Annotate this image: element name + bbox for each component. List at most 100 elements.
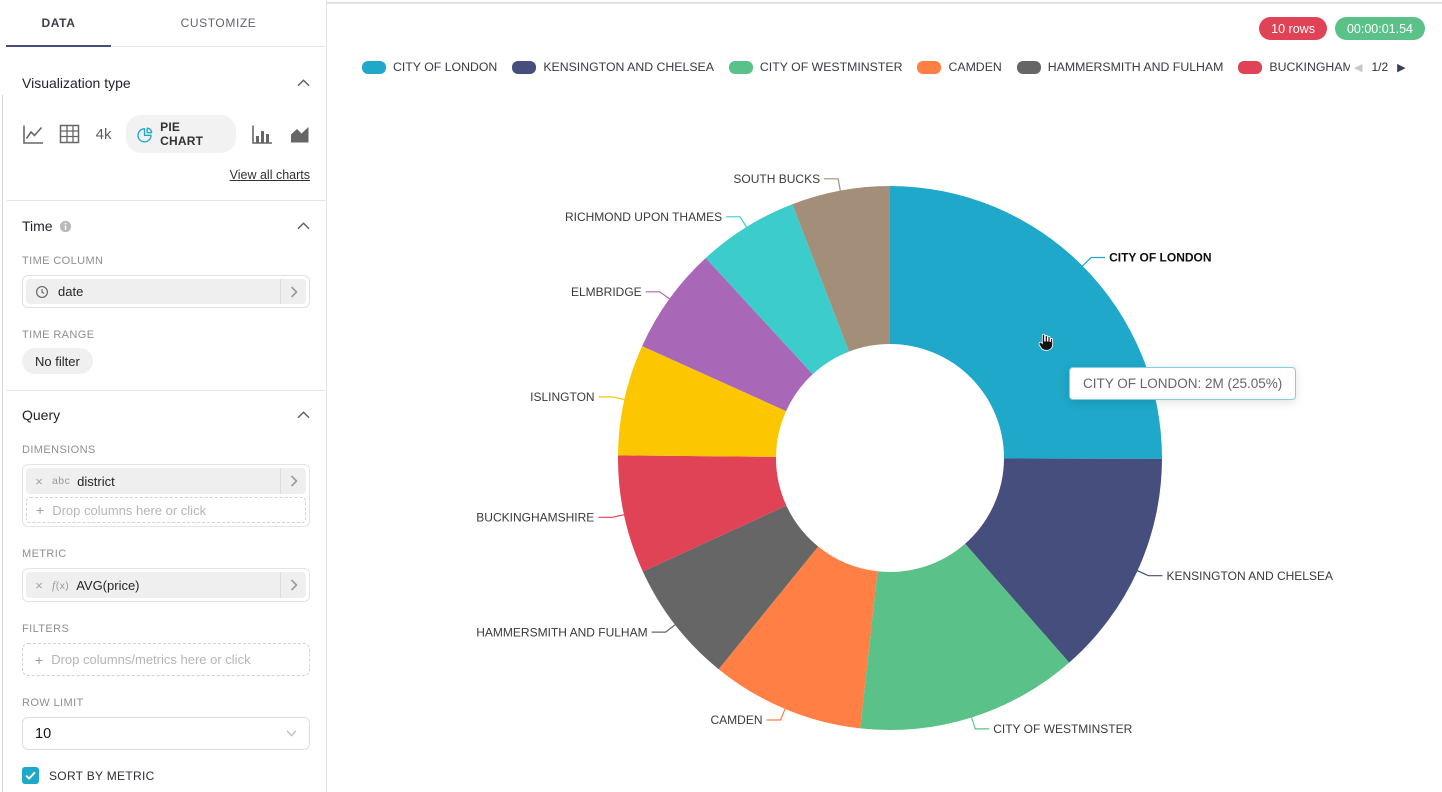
legend-swatch bbox=[362, 60, 386, 74]
legend-item-hammersmith-and-fulham[interactable]: HAMMERSMITH AND FULHAM bbox=[1016, 60, 1223, 74]
section-divider bbox=[6, 390, 326, 391]
selected-viz-label: PIE CHART bbox=[160, 120, 204, 148]
cursor-hand-icon bbox=[1038, 333, 1053, 351]
chevron-up-icon[interactable] bbox=[297, 411, 310, 419]
pie-slice-label: HAMMERSMITH AND FULHAM bbox=[476, 625, 647, 639]
metric-pill-avg-price[interactable]: × f(x) AVG(price) bbox=[26, 572, 306, 598]
dimension-value: district bbox=[77, 473, 115, 489]
time-range-value-pill[interactable]: No filter bbox=[22, 348, 93, 374]
legend-next-page-icon[interactable]: ▶ bbox=[1397, 60, 1406, 74]
info-icon[interactable] bbox=[59, 220, 72, 233]
query-section-title: Query bbox=[22, 407, 61, 423]
query-timer-badge: 00:00:01.54 bbox=[1334, 17, 1425, 40]
pie-label-line bbox=[766, 707, 787, 721]
legend-label: CAMDEN bbox=[948, 60, 1002, 74]
pie-slice-label: RICHMOND UPON THAMES bbox=[565, 210, 722, 224]
pie-slice-city-of-london[interactable] bbox=[890, 186, 1163, 459]
dimensions-placeholder: Drop columns here or click bbox=[52, 502, 207, 518]
metric-control: × f(x) AVG(price) bbox=[22, 568, 310, 602]
close-icon[interactable]: × bbox=[35, 473, 43, 489]
sort-by-metric-label: SORT BY METRIC bbox=[49, 768, 155, 783]
pie-slice-south-bucks[interactable] bbox=[792, 186, 890, 352]
legend-label: CITY OF WESTMINSTER bbox=[759, 60, 903, 74]
dimensions-control: × abc district + Drop columns here or cl… bbox=[22, 464, 310, 527]
plus-icon: + bbox=[36, 502, 45, 518]
table-icon[interactable] bbox=[59, 124, 81, 145]
query-status-badges: 10 rows 00:00:01.54 bbox=[1259, 17, 1425, 40]
dimensions-label: DIMENSIONS bbox=[22, 444, 96, 456]
metric-label: METRIC bbox=[22, 548, 67, 560]
big-number-icon[interactable]: 4k bbox=[95, 125, 112, 143]
chevron-down-icon bbox=[286, 730, 297, 737]
chart-tooltip: CITY OF LONDON: 2M (25.05%) bbox=[1069, 367, 1297, 400]
sort-by-metric-checkbox[interactable] bbox=[22, 767, 39, 784]
chevron-right-icon[interactable] bbox=[280, 468, 306, 494]
legend-item-city-of-westminster[interactable]: CITY OF WESTMINSTER bbox=[728, 60, 903, 74]
pie-slice-camden[interactable] bbox=[718, 546, 878, 729]
column-type-abc: abc bbox=[52, 475, 71, 487]
legend-item-city-of-london[interactable]: CITY OF LONDON bbox=[362, 60, 497, 74]
pie-slice-label: ELMBRIDGE bbox=[571, 285, 642, 299]
pie-slice-buckinghamshire[interactable] bbox=[617, 455, 787, 572]
row-limit-select[interactable]: 10 bbox=[22, 717, 310, 750]
legend-label: KENSINGTON AND CHELSEA bbox=[543, 60, 714, 74]
dimension-pill-district[interactable]: × abc district bbox=[26, 468, 306, 494]
pie-slice-label: CITY OF LONDON bbox=[1109, 251, 1211, 265]
row-limit-label: ROW LIMIT bbox=[22, 697, 84, 709]
legend-label: BUCKINGHAMSHIRE bbox=[1269, 60, 1350, 74]
pie-slice-city-of-westminster[interactable] bbox=[860, 543, 1070, 731]
control-tabs: DATA CUSTOMIZE bbox=[6, 0, 326, 47]
legend-item-kensington-and-chelsea[interactable]: KENSINGTON AND CHELSEA bbox=[512, 60, 714, 74]
pie-slice-label: CITY OF WESTMINSTER bbox=[993, 722, 1132, 736]
pie-slice-islington[interactable] bbox=[618, 346, 787, 457]
pie-label-line bbox=[598, 396, 626, 401]
collapsed-panel-divider[interactable] bbox=[2, 95, 3, 792]
pie-slice-hammersmith-and-fulham[interactable] bbox=[642, 505, 819, 670]
pie-label-line bbox=[1081, 256, 1106, 268]
time-range-label: TIME RANGE bbox=[22, 329, 95, 341]
legend-swatch bbox=[728, 60, 753, 74]
pie-label-line bbox=[645, 291, 671, 300]
legend-label: CITY OF LONDON bbox=[393, 60, 498, 74]
viz-type-options: 4k PIE CHART bbox=[22, 115, 310, 153]
function-type-icon: f(x) bbox=[52, 577, 70, 592]
legend-swatch bbox=[1016, 60, 1041, 74]
view-all-charts-link[interactable]: View all charts bbox=[229, 168, 310, 182]
time-column-value: date bbox=[58, 284, 84, 299]
line-chart-icon[interactable] bbox=[22, 124, 44, 145]
pie-slice-label: BUCKINGHAMSHIRE bbox=[476, 511, 594, 525]
chevron-right-icon[interactable] bbox=[280, 279, 306, 304]
filters-drop-zone[interactable]: + Drop columns/metrics here or click bbox=[22, 643, 310, 676]
pie-slice-richmond-upon-thames[interactable] bbox=[705, 204, 849, 375]
legend-prev-page-icon[interactable]: ◀ bbox=[1354, 60, 1363, 74]
section-divider bbox=[6, 200, 326, 201]
area-chart-icon[interactable] bbox=[288, 124, 310, 145]
bar-chart-icon[interactable] bbox=[251, 124, 273, 145]
legend-page-indicator: 1/2 bbox=[1371, 60, 1389, 74]
legend-swatch bbox=[512, 60, 537, 74]
pie-chart-icon bbox=[137, 126, 153, 143]
pie-slice-elmbridge[interactable] bbox=[642, 258, 813, 412]
visualization-type-title: Visualization type bbox=[22, 75, 131, 91]
legend-item-buckinghamshire[interactable]: BUCKINGHAMSHIRE bbox=[1238, 60, 1350, 74]
sort-by-metric-control[interactable]: SORT BY METRIC bbox=[22, 767, 310, 784]
legend-item-camden[interactable]: CAMDEN bbox=[917, 60, 1002, 74]
tab-data[interactable]: DATA bbox=[6, 0, 111, 47]
selected-viz-chip[interactable]: PIE CHART bbox=[126, 115, 237, 153]
row-count-badge[interactable]: 10 rows bbox=[1259, 17, 1327, 40]
metric-value: AVG(price) bbox=[76, 577, 140, 593]
dimensions-drop-zone[interactable]: + Drop columns here or click bbox=[26, 497, 306, 523]
chevron-up-icon[interactable] bbox=[297, 222, 310, 230]
chevron-up-icon[interactable] bbox=[297, 79, 310, 87]
legend-pagination: ◀ 1/2 ▶ bbox=[1354, 60, 1406, 74]
close-icon[interactable]: × bbox=[35, 577, 43, 593]
time-column-field[interactable]: date bbox=[22, 275, 310, 308]
pie-label-line bbox=[598, 514, 626, 518]
tab-customize[interactable]: CUSTOMIZE bbox=[180, 16, 257, 30]
chevron-right-icon[interactable] bbox=[280, 572, 306, 598]
pie-slice-label: SOUTH BUCKS bbox=[733, 172, 820, 186]
check-icon bbox=[25, 771, 36, 780]
row-limit-value: 10 bbox=[35, 725, 52, 742]
pie-slice-kensington-and-chelsea[interactable] bbox=[965, 458, 1162, 663]
plus-icon: + bbox=[35, 651, 44, 668]
